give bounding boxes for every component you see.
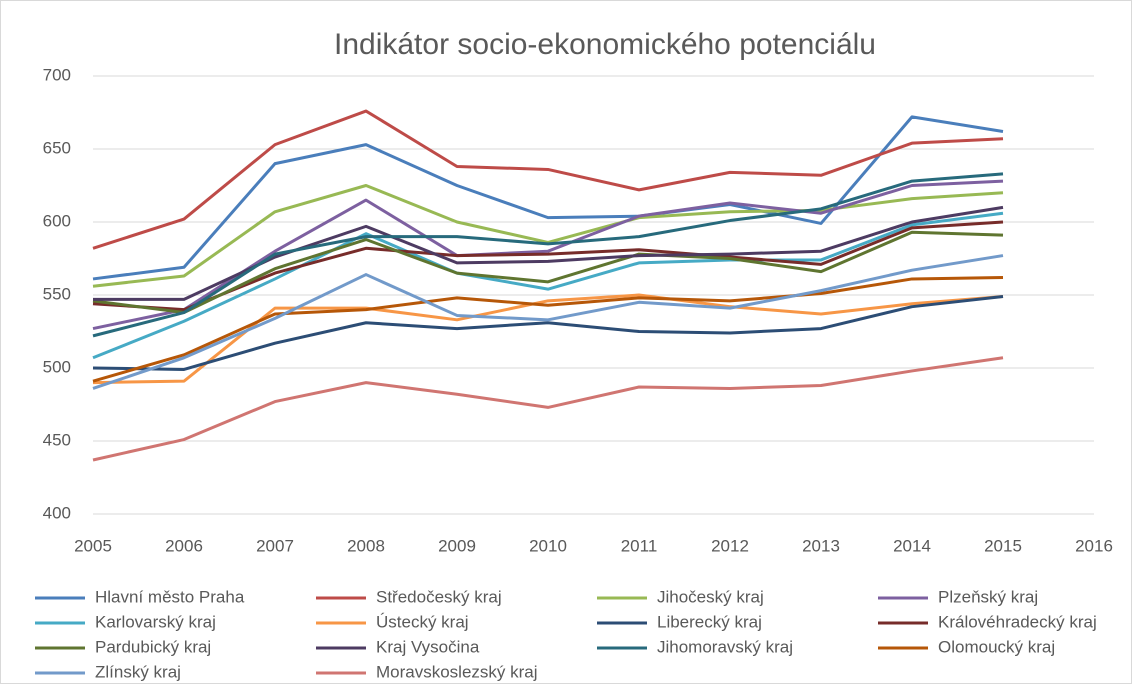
x-tick-label: 2005 — [74, 536, 112, 555]
x-tick-label: 2015 — [984, 536, 1022, 555]
legend-label: Královéhradecký kraj — [938, 612, 1097, 631]
series-line — [92, 211, 1004, 360]
x-tick-label: 2006 — [165, 536, 203, 555]
y-tick-label: 450 — [43, 430, 71, 449]
legend-label: Hlavní město Praha — [95, 587, 245, 606]
legend-label: Jihočeský kraj — [657, 587, 764, 606]
x-tick-label: 2008 — [347, 536, 385, 555]
legend-label: Ústecký kraj — [376, 612, 469, 631]
legend-label: Zlínský kraj — [95, 662, 181, 681]
series-line — [92, 254, 1004, 390]
y-tick-label: 400 — [43, 503, 71, 522]
legend-label: Středočeský kraj — [376, 587, 502, 606]
x-tick-label: 2014 — [893, 536, 931, 555]
y-tick-label: 700 — [43, 65, 71, 84]
legend-label: Jihomoravský kraj — [657, 637, 793, 656]
series-line — [92, 115, 1004, 281]
y-tick-label: 650 — [43, 138, 71, 157]
x-tick-label: 2010 — [529, 536, 567, 555]
series-line — [92, 172, 1004, 338]
series-line — [92, 230, 1004, 315]
x-tick-label: 2012 — [711, 536, 749, 555]
series-line — [93, 205, 1004, 301]
series-line — [92, 356, 1004, 462]
legend-label: Moravskoslezský kraj — [376, 662, 538, 681]
y-tick-label: 500 — [43, 357, 71, 376]
x-tick-label: 2013 — [802, 536, 840, 555]
legend-label: Olomoucký kraj — [938, 637, 1055, 656]
x-tick-label: 2016 — [1075, 536, 1113, 555]
legend-label: Plzeňský kraj — [938, 587, 1038, 606]
x-tick-label: 2009 — [438, 536, 476, 555]
legend-label: Karlovarský kraj — [95, 612, 216, 631]
y-tick-label: 550 — [43, 284, 71, 303]
x-tick-label: 2011 — [621, 536, 658, 555]
x-tick-label: 2007 — [256, 536, 294, 555]
series-line — [92, 109, 1004, 250]
legend-label: Liberecký kraj — [657, 612, 762, 631]
chart-title: Indikátor socio-ekonomického potenciálu — [334, 28, 876, 61]
series-line — [92, 220, 1004, 312]
series-line — [92, 275, 1004, 383]
legend-label: Kraj Vysočina — [376, 637, 480, 656]
y-tick-label: 600 — [43, 211, 71, 230]
legend-label: Pardubický kraj — [95, 637, 211, 656]
series-line — [92, 294, 1004, 371]
